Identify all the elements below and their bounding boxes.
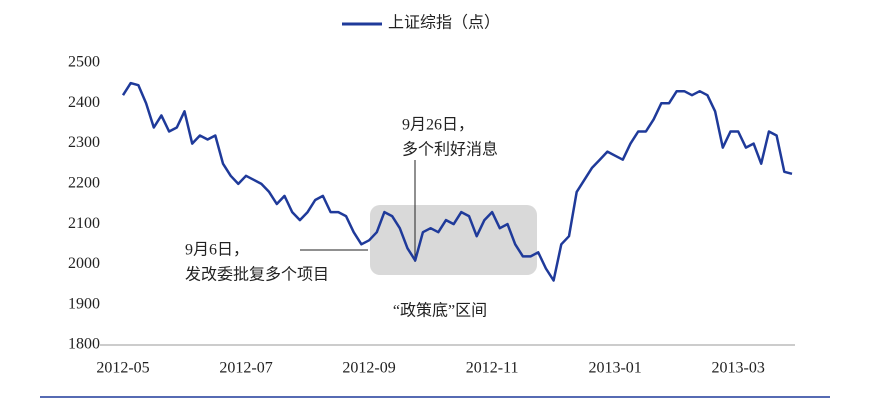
y-tick-label: 1900 (68, 295, 100, 312)
x-tick-label: 2012-05 (96, 360, 149, 377)
line-series (121, 81, 793, 282)
y-tick-label: 2000 (68, 255, 100, 272)
annotation: 9月26日， (402, 117, 474, 134)
annotation: 9月6日， (185, 242, 249, 259)
y-tick-label: 2400 (68, 94, 100, 111)
x-tick-label: 2012-07 (219, 360, 272, 377)
policy-zone (370, 205, 537, 275)
y-tick-label: 2200 (68, 175, 100, 192)
y-tick-label: 2300 (68, 134, 100, 151)
x-tick-label: 2013-01 (588, 360, 641, 377)
y-tick-label: 1800 (68, 336, 100, 353)
x-tick-label: 2012-09 (342, 360, 395, 377)
y-tick-label: 2500 (68, 54, 100, 71)
annotation: 发改委批复多个项目 (185, 266, 329, 284)
legend-label: 上证综指（点） (388, 14, 500, 32)
x-tick-label: 2012-11 (466, 360, 519, 377)
annotation: 多个利好消息 (402, 141, 498, 159)
y-tick-label: 2100 (68, 215, 100, 232)
annotation: “政策底”区间 (393, 302, 487, 320)
x-tick-label: 2013-03 (712, 360, 765, 377)
